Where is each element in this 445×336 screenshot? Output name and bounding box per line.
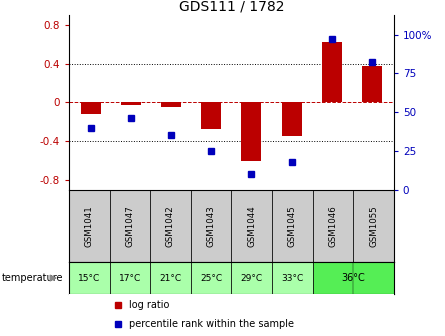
Bar (201, 102, 221, 129)
Bar (313, 190, 353, 262)
Text: log ratio: log ratio (129, 300, 170, 310)
Text: GSM1043: GSM1043 (206, 205, 215, 247)
Text: GSM1041: GSM1041 (85, 205, 94, 247)
Text: GSM1046: GSM1046 (328, 205, 337, 247)
Bar (191, 190, 231, 262)
Text: temperature: temperature (2, 273, 64, 283)
Bar (69, 190, 109, 262)
Text: 17°C: 17°C (119, 274, 141, 283)
Bar (231, 262, 272, 294)
Bar (231, 190, 272, 262)
Bar (150, 190, 191, 262)
Bar (362, 66, 382, 102)
Text: GSM1042: GSM1042 (166, 205, 175, 247)
Bar (313, 262, 394, 294)
Title: GDS111 / 1782: GDS111 / 1782 (178, 0, 284, 14)
Bar (69, 262, 109, 294)
Text: 21°C: 21°C (159, 274, 182, 283)
Bar (121, 102, 141, 106)
Bar (191, 262, 231, 294)
Bar (353, 190, 394, 262)
Text: GSM1055: GSM1055 (369, 205, 378, 247)
Bar (322, 42, 342, 102)
Text: 25°C: 25°C (200, 274, 222, 283)
Bar (109, 190, 150, 262)
Bar (272, 190, 313, 262)
Bar (161, 102, 181, 107)
Bar (150, 262, 191, 294)
Text: GSM1044: GSM1044 (247, 205, 256, 247)
Bar (81, 102, 101, 114)
Text: GSM1045: GSM1045 (288, 205, 297, 247)
Bar (272, 262, 313, 294)
Bar (109, 262, 150, 294)
Text: GSM1047: GSM1047 (125, 205, 134, 247)
Bar (282, 102, 302, 136)
Bar (242, 102, 262, 161)
Text: 33°C: 33°C (281, 274, 303, 283)
Text: percentile rank within the sample: percentile rank within the sample (129, 319, 294, 329)
Text: 36°C: 36°C (341, 273, 365, 283)
Text: 29°C: 29°C (241, 274, 263, 283)
Text: 15°C: 15°C (78, 274, 101, 283)
